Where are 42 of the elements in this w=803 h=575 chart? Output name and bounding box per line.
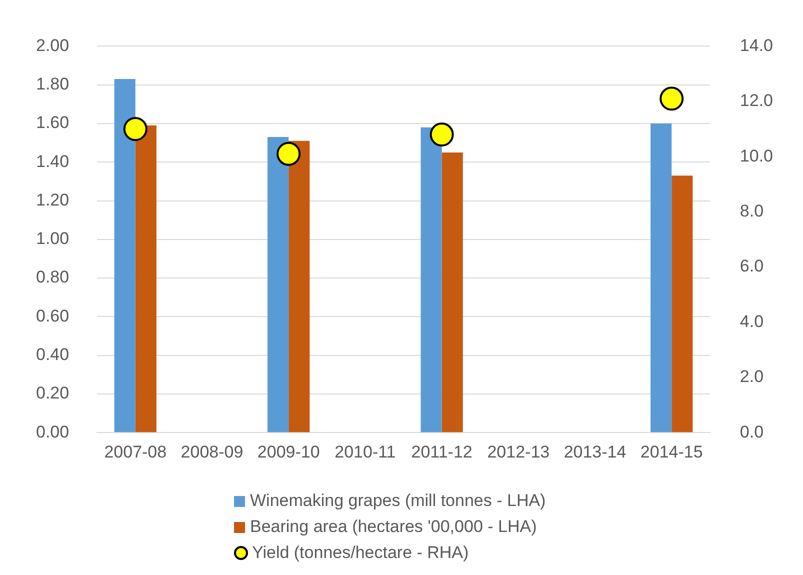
y2-tick-label: 8.0 (740, 201, 764, 220)
y2-tick-label: 0.0 (740, 422, 764, 442)
legend-label: Winemaking grapes (mill tonnes - LHA) (250, 491, 546, 511)
legend-label: Bearing area (hectares '00,000 - LHA) (250, 517, 537, 537)
y2-tick-label: 2.0 (740, 367, 764, 386)
bar (135, 125, 156, 432)
legend-label: Yield (tonnes/hectare - RHA) (252, 543, 469, 563)
bar (420, 127, 442, 432)
bar (288, 140, 310, 432)
y-tick-label: 0.20 (36, 384, 70, 403)
y-tick-label: 0.40 (36, 345, 70, 364)
y-tick-label: 1.40 (36, 152, 70, 171)
x-tick-label: 2008-09 (180, 442, 244, 462)
y-tick-label: 0.00 (36, 422, 70, 442)
x-tick-label: 2014-15 (640, 442, 703, 462)
y-tick-label: 1.60 (36, 113, 70, 132)
bar (442, 152, 463, 432)
y2-tick-label: 10.0 (740, 146, 774, 166)
x-tick-label: 2011-12 (411, 442, 472, 462)
x-tick-label: 2013-14 (564, 442, 626, 462)
bar (268, 137, 289, 432)
point (123, 117, 148, 141)
point (276, 142, 301, 166)
point (430, 122, 454, 147)
y2-tick-label: 6.0 (740, 256, 764, 276)
y2-tick-label: 12.0 (740, 91, 774, 110)
y-tick-label: 1.00 (36, 229, 70, 248)
point (660, 86, 684, 111)
x-tick-label: 2012-13 (487, 442, 550, 462)
bar (672, 176, 693, 432)
y-tick-label: 2.00 (36, 36, 70, 55)
x-tick-label: 2007-08 (104, 442, 167, 462)
bar (650, 123, 672, 432)
bar (114, 79, 136, 432)
y2-tick-label: 14.0 (740, 36, 774, 55)
y-tick-label: 1.20 (36, 190, 70, 210)
y-tick-label: 0.60 (36, 306, 70, 326)
x-tick-label: 2010-11 (334, 442, 396, 462)
y-tick-label: 0.80 (36, 268, 70, 287)
x-tick-label: 2009-10 (257, 442, 320, 462)
y2-tick-label: 4.0 (740, 312, 764, 331)
y-tick-label: 1.80 (36, 74, 70, 94)
